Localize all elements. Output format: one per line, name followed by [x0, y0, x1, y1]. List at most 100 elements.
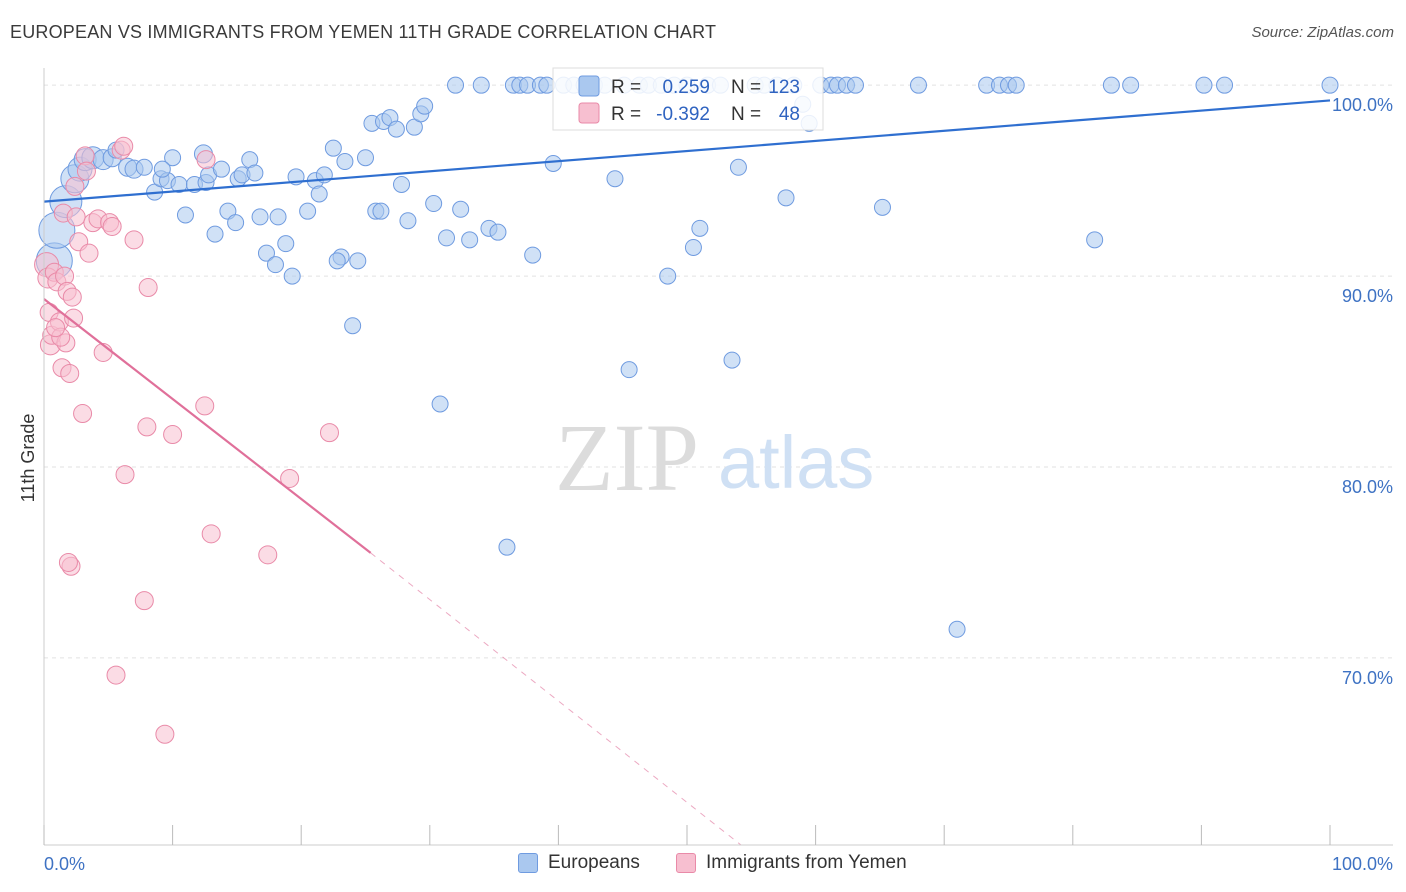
point-european-31	[257, 244, 275, 262]
point-european-12	[135, 158, 153, 176]
legend-r-label-2: R =	[611, 104, 641, 125]
point-yemen-47	[64, 308, 84, 328]
point-european-44	[344, 317, 362, 335]
point-yemen-19	[73, 404, 93, 424]
legend-box: R = 0.259 N = 123 R = -0.392 N = 48	[552, 67, 824, 131]
point-european-121	[227, 214, 245, 232]
legend-n-value-2: 48	[779, 104, 800, 125]
point-european-119	[372, 202, 390, 220]
point-yemen-45	[46, 318, 66, 338]
legend-item-europeans: Europeans	[518, 852, 640, 874]
y-tick-label-0: 100.0%	[1332, 95, 1393, 115]
point-european-114	[1122, 76, 1140, 94]
point-european-63	[472, 76, 490, 94]
point-european-45	[349, 252, 367, 270]
point-european-66	[498, 538, 516, 556]
axes-layer: 100.0% 90.0% 80.0% 70.0% 0.0% 100.0%	[43, 68, 1393, 874]
trendline-yemen	[43, 298, 372, 554]
point-european-41	[324, 139, 342, 157]
point-european-35	[283, 267, 301, 285]
legend-n-value-1: 123	[768, 77, 800, 98]
point-european-104	[846, 76, 864, 94]
point-european-18	[176, 206, 194, 224]
y-tick-label-2: 80.0%	[1342, 477, 1393, 497]
point-european-87	[684, 238, 702, 256]
point-yemen-22	[79, 243, 99, 263]
point-yemen-30	[114, 136, 134, 156]
trendline-european	[43, 99, 1331, 203]
point-european-51	[387, 120, 405, 138]
point-european-16	[164, 149, 182, 167]
point-european-24	[212, 160, 230, 178]
point-european-61	[452, 200, 470, 218]
y-axis-title: 11th Grade	[18, 414, 38, 503]
source-label: Source: ZipAtlas.com	[1251, 24, 1394, 41]
point-yemen-31	[115, 465, 135, 485]
y-tick-label-1: 90.0%	[1342, 286, 1393, 306]
point-european-113	[1102, 76, 1120, 94]
point-european-120	[328, 252, 346, 270]
point-european-60	[447, 76, 465, 94]
point-european-92	[729, 158, 747, 176]
point-european-29	[246, 164, 264, 182]
point-european-122	[153, 160, 171, 178]
point-yemen-41	[258, 545, 278, 565]
point-european-70	[524, 246, 542, 264]
point-yemen-46	[58, 552, 78, 572]
legend-label-europeans: Europeans	[548, 852, 640, 873]
point-yemen-36	[155, 724, 175, 744]
point-european-116	[1216, 76, 1234, 94]
watermark: ZIP atlas	[555, 404, 874, 511]
point-european-115	[1195, 76, 1213, 94]
legend-label-yemen: Immigrants from Yemen	[706, 852, 907, 873]
legend-swatch-yemen	[578, 102, 600, 124]
point-european-62	[461, 231, 479, 249]
point-yemen-15	[62, 287, 82, 307]
point-european-59	[438, 229, 456, 247]
watermark-zip: ZIP	[555, 404, 699, 511]
point-european-65	[489, 223, 507, 241]
x-tick-label-0: 0.0%	[44, 854, 85, 874]
bottom-legend: Europeans Immigrants from Yemen	[0, 852, 1406, 878]
chart-title: EUROPEAN VS IMMIGRANTS FROM YEMEN 11TH G…	[10, 22, 717, 42]
point-european-37	[299, 202, 317, 220]
legend-n-label-1: N =	[731, 77, 761, 98]
point-european-33	[269, 208, 287, 226]
point-european-34	[277, 235, 295, 253]
point-yemen-32	[124, 230, 144, 250]
legend-item-yemen: Immigrants from Yemen	[676, 852, 907, 874]
legend-r-label-1: R =	[611, 77, 641, 98]
point-european-57	[425, 195, 443, 213]
point-european-79	[606, 170, 624, 188]
legend-swatch-yemen-bottom	[676, 853, 696, 873]
point-european-88	[691, 219, 709, 237]
point-yemen-28	[106, 665, 126, 685]
point-european-43	[336, 153, 354, 171]
point-european-73	[544, 154, 562, 172]
legend-swatch-europeans	[578, 75, 600, 97]
point-yemen-39	[196, 150, 216, 170]
legend-n-label-2: N =	[731, 104, 761, 125]
legend-r-value-1: 0.259	[662, 77, 710, 98]
point-european-58	[431, 395, 449, 413]
point-european-23	[206, 225, 224, 243]
watermark-atlas: atlas	[718, 421, 874, 504]
legend-r-value-2: -0.392	[656, 104, 710, 125]
point-european-105	[873, 198, 891, 216]
y-tick-label-3: 70.0%	[1342, 668, 1393, 688]
x-tick-label-1: 100.0%	[1332, 854, 1393, 874]
point-yemen-35	[138, 278, 158, 298]
trend-layer	[43, 99, 1331, 846]
point-european-107	[948, 620, 966, 638]
legend-swatch-europeans-bottom	[518, 853, 538, 873]
point-yemen-27	[102, 216, 122, 236]
point-yemen-38	[195, 396, 215, 416]
point-european-91	[723, 351, 741, 369]
point-european-81	[620, 361, 638, 379]
point-european-117	[1321, 76, 1339, 94]
point-european-52	[393, 175, 411, 193]
point-yemen-33	[134, 591, 154, 611]
point-european-112	[1086, 231, 1104, 249]
point-yemen-17	[66, 207, 86, 227]
